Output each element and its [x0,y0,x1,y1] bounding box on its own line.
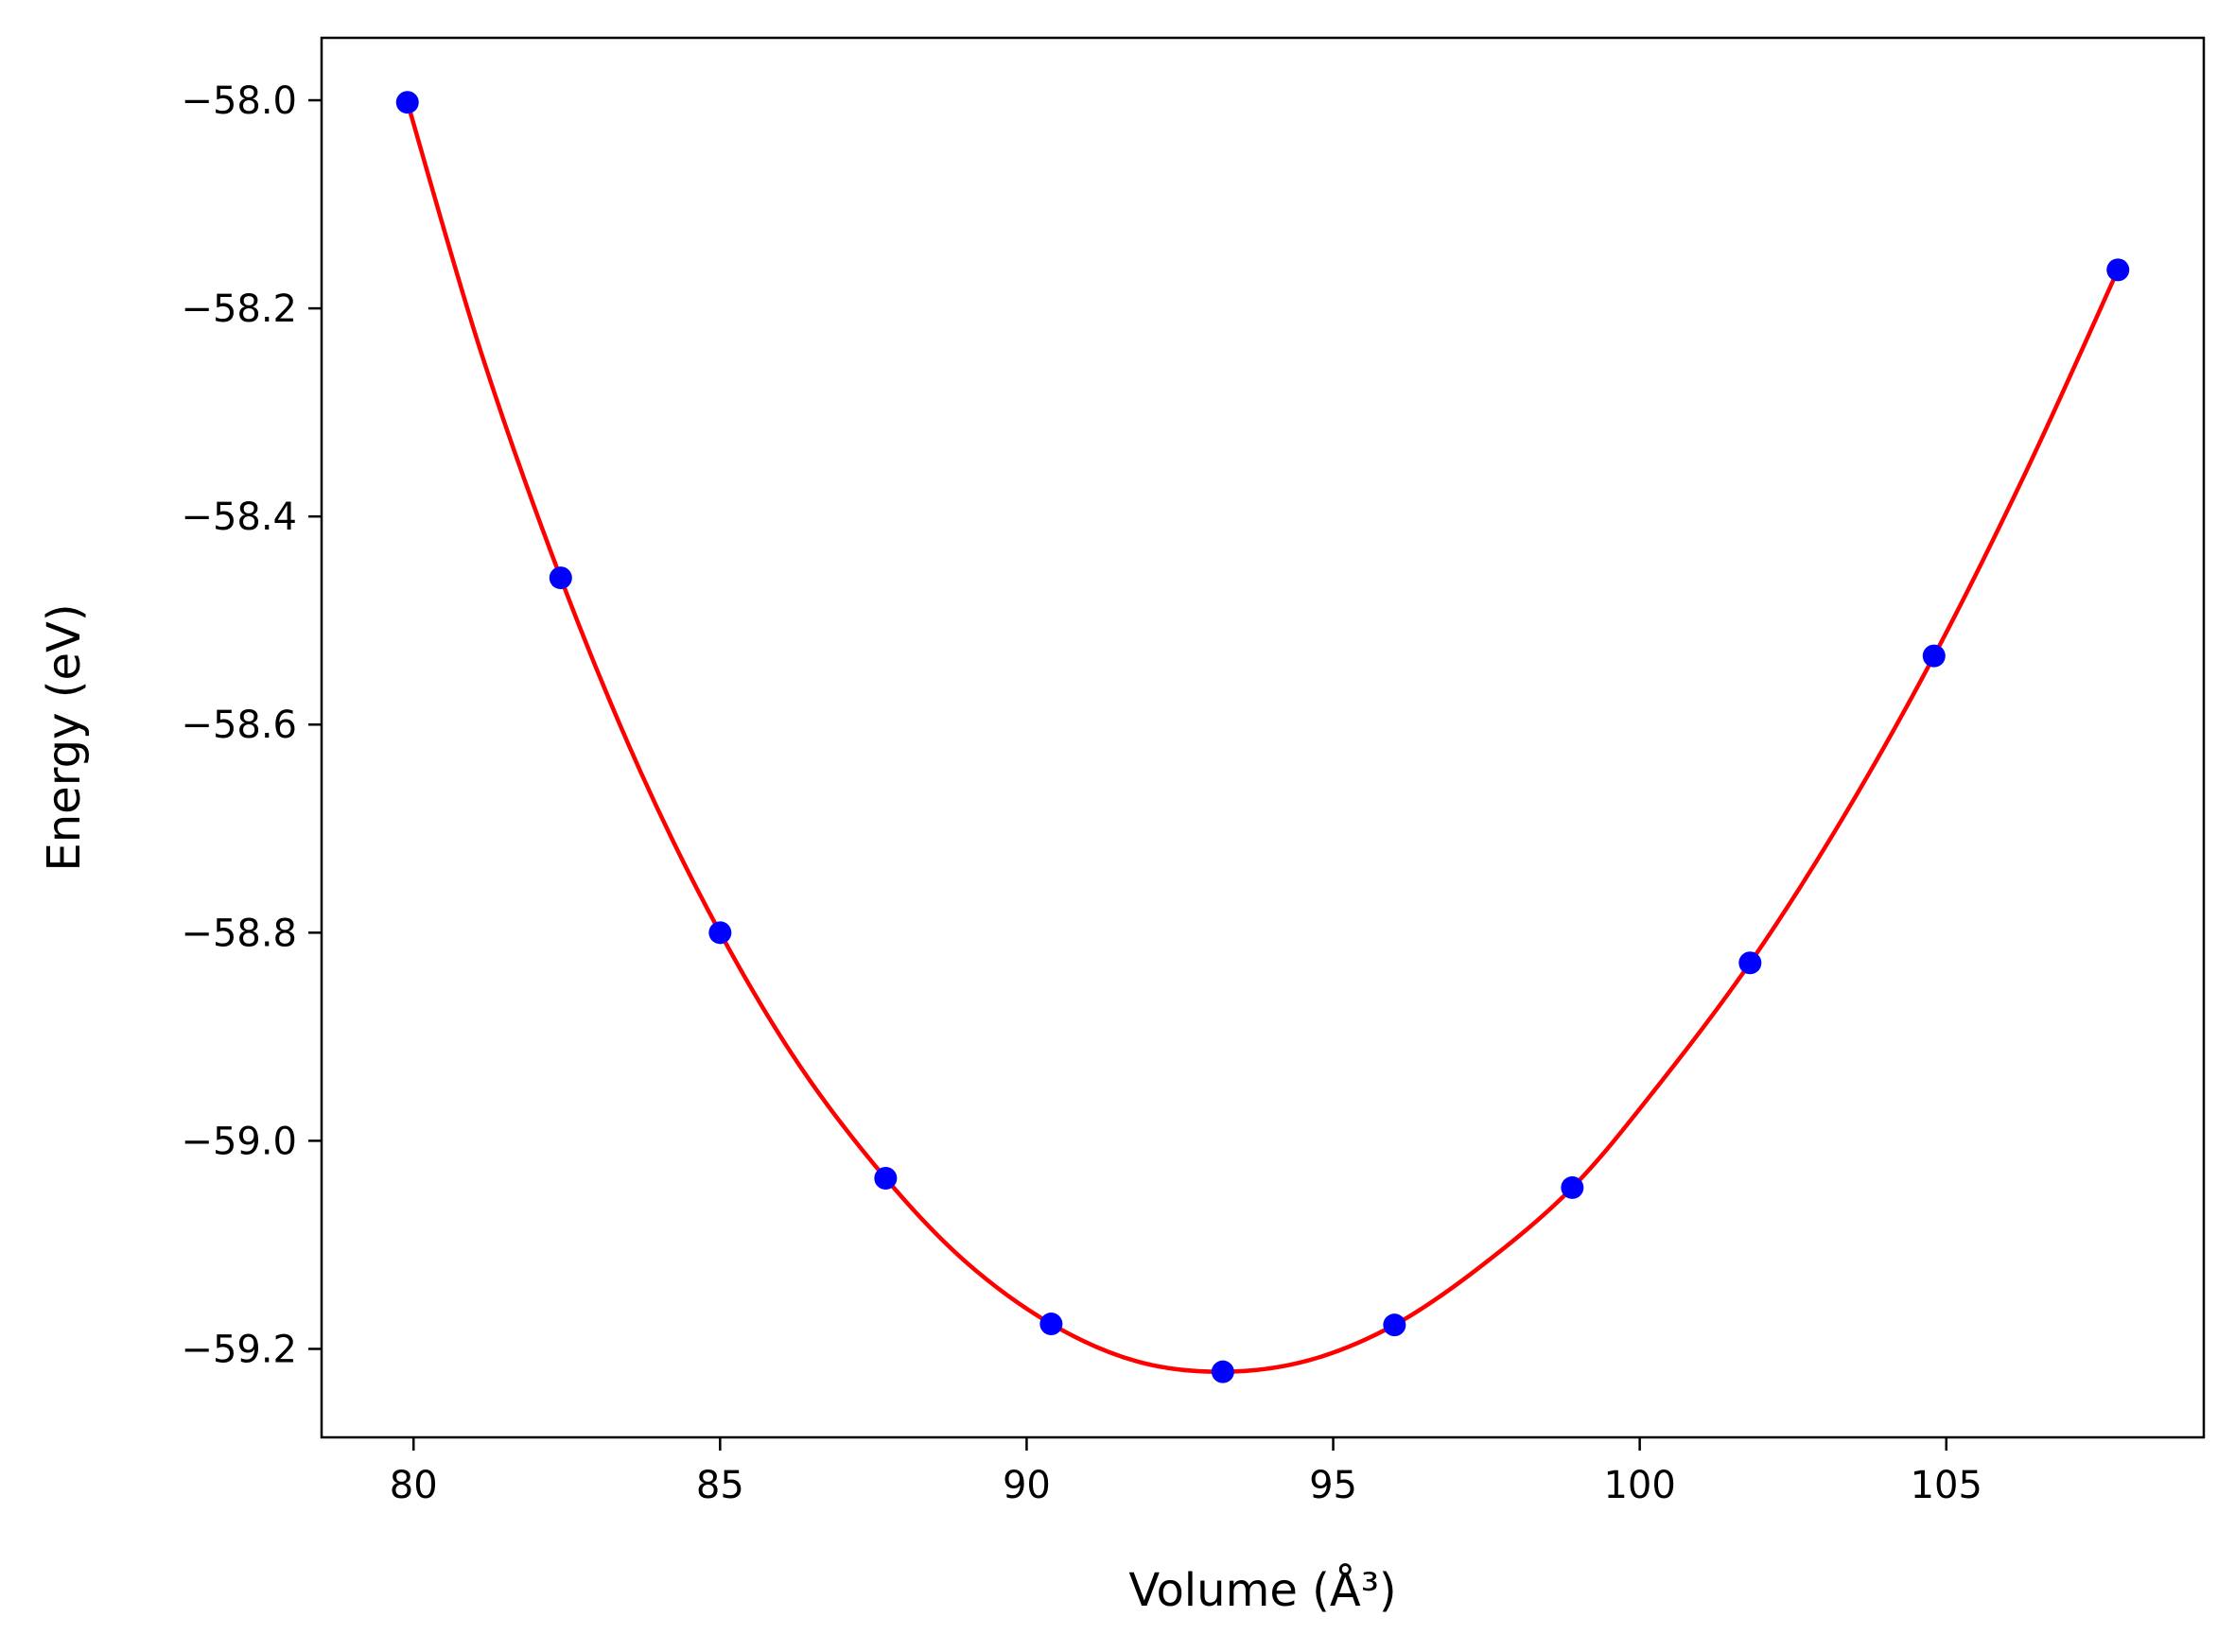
y-tick-label: −58.4 [181,496,297,539]
y-tick-label: −59.2 [181,1328,297,1371]
data-point [874,1167,898,1191]
y-tick-label: −58.0 [181,79,297,123]
x-axis-title: Volume (Å³) [1128,1563,1396,1617]
data-point [1383,1313,1406,1337]
data-point [1738,951,1762,975]
x-tick-label: 90 [1003,1464,1051,1507]
x-axis-label: Volume [1128,1564,1298,1617]
x-tick-label: 95 [1309,1464,1357,1507]
data-point [1039,1313,1063,1336]
y-axis-ticks: −58.0 −58.2 −58.4 −58.6 −58.8 −59.0 −59.2 [181,79,322,1371]
x-tick-label: 80 [390,1464,438,1507]
x-axis-ticks: 80 85 90 95 100 105 [390,1437,1982,1507]
x-tick-label: 100 [1603,1464,1675,1507]
data-points-layer [395,91,2130,1383]
y-tick-label: −58.6 [181,704,297,747]
data-point [1561,1175,1584,1199]
data-point [708,921,732,945]
x-tick-label: 85 [696,1464,744,1507]
y-tick-label: −59.0 [181,1120,297,1163]
data-point [395,91,419,114]
data-point [1922,644,1946,668]
y-axis-title: Energy (eV) [38,603,91,871]
y-axis-label: Energy [38,713,91,872]
data-point [549,566,572,590]
y-tick-label: −58.2 [181,287,297,331]
x-tick-label: 105 [1911,1464,1982,1507]
data-point [2106,258,2130,282]
plot-area [322,38,2204,1437]
x-axis-unit: (Å³) [1312,1563,1397,1617]
plot-frame [320,36,2206,1439]
data-point [1211,1360,1234,1383]
y-axis-unit: (eV) [38,603,91,698]
y-tick-label: −58.8 [181,912,297,955]
